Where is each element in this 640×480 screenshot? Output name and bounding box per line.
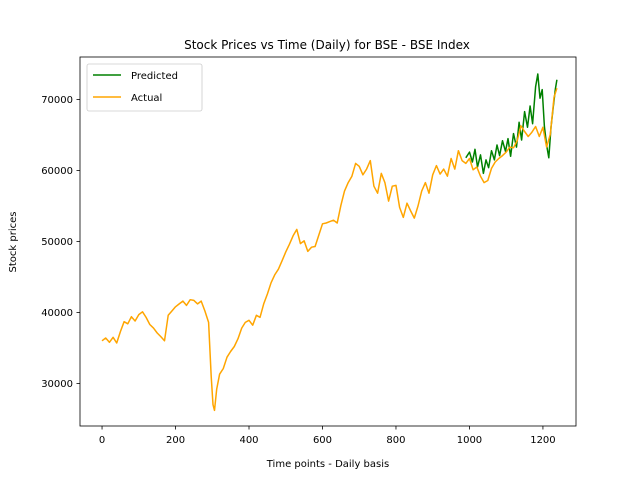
y-tick-label: 60000 <box>41 166 73 177</box>
legend: Predicted Actual <box>86 63 203 112</box>
x-tick-label: 400 <box>239 435 258 446</box>
x-tick-label: 800 <box>386 435 405 446</box>
x-axis-label: Time points - Daily basis <box>266 459 390 470</box>
chart-title: Stock Prices vs Time (Daily) for BSE - B… <box>184 38 470 52</box>
x-tick-label: 1200 <box>530 435 555 446</box>
legend-label-predicted: Predicted <box>131 71 178 82</box>
legend-label-actual: Actual <box>131 93 162 104</box>
series-layer <box>101 73 558 412</box>
y-tick-label: 40000 <box>41 308 73 319</box>
y-tick-label: 30000 <box>41 379 73 390</box>
x-tick-label: 0 <box>99 435 105 446</box>
y-axis: 30000 40000 50000 60000 70000 <box>41 95 80 390</box>
x-tick-label: 600 <box>313 435 332 446</box>
y-axis-label: Stock prices <box>8 212 19 273</box>
y-tick-label: 50000 <box>41 237 73 248</box>
x-tick-label: 1000 <box>457 435 482 446</box>
x-axis: 0 200 400 600 800 1000 1200 <box>99 426 556 446</box>
series-line-predicted <box>465 73 558 175</box>
x-tick-label: 200 <box>166 435 185 446</box>
y-tick-label: 70000 <box>41 95 73 106</box>
series-line-actual <box>101 87 558 412</box>
